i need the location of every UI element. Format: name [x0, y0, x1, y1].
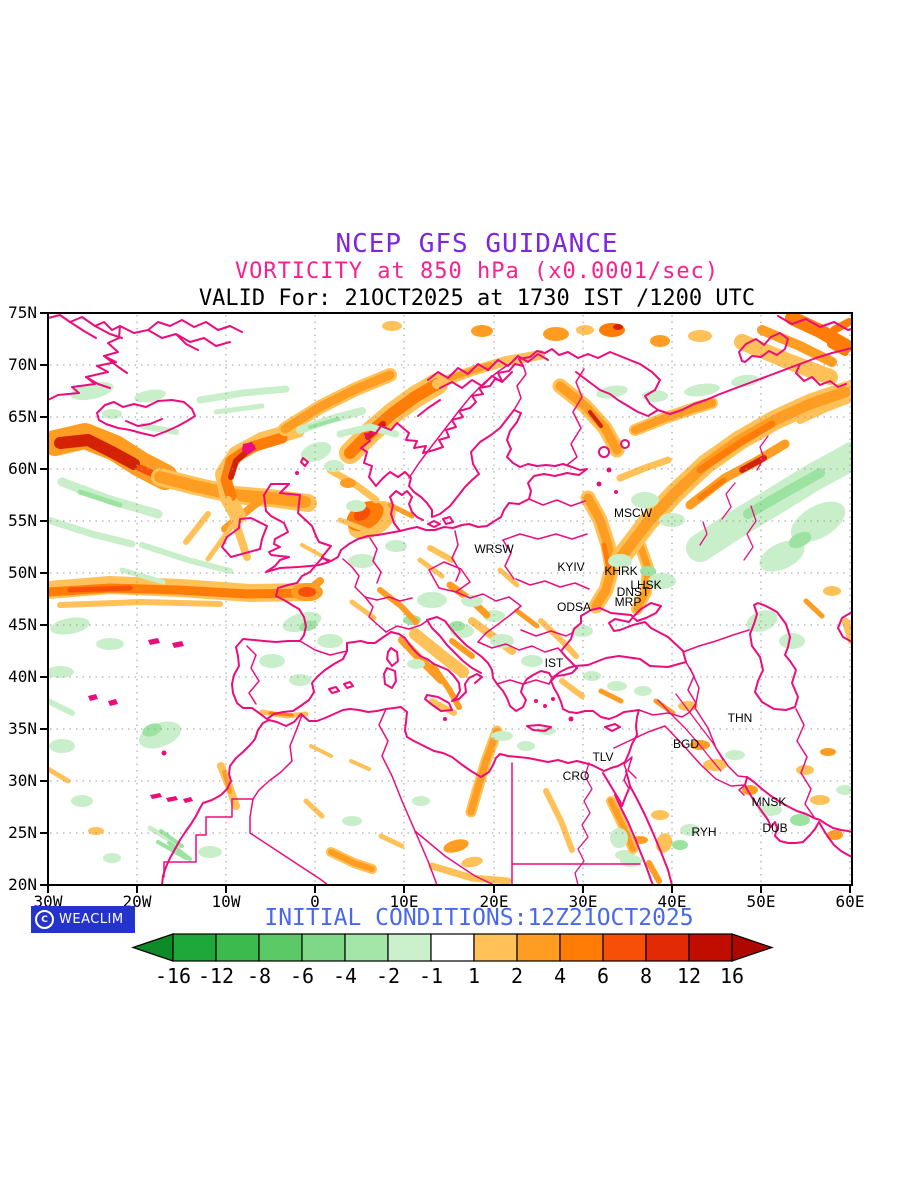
- lat-label-55N: 55N: [8, 511, 37, 530]
- copyright-icon: C: [35, 910, 54, 929]
- chart-subtitle: VORTICITY at 850 hPa (x0.0001/sec): [234, 259, 720, 284]
- lon-label-10W: 10W: [212, 892, 241, 911]
- colorbar-segment: [602, 933, 647, 962]
- lon-label-20E: 20E: [480, 892, 509, 911]
- lat-label-50N: 50N: [8, 563, 37, 582]
- colorbar-segment: [344, 933, 389, 962]
- city-label-IST: IST: [545, 656, 564, 670]
- colorbar-label: -12: [198, 964, 234, 988]
- colorbar-segment: [387, 933, 432, 962]
- colorbar-arrow-left: [131, 933, 174, 962]
- lat-label-20N: 20N: [8, 875, 37, 894]
- lon-label-0: 0: [310, 892, 320, 911]
- colorbar-segment: [430, 933, 475, 962]
- lat-label-40N: 40N: [8, 667, 37, 686]
- city-label-DNST: DNST: [617, 585, 650, 599]
- city-label-TLV: TLV: [592, 750, 613, 764]
- colorbar-label: -8: [247, 964, 271, 988]
- lon-label-40E: 40E: [658, 892, 687, 911]
- lon-label-10E: 10E: [390, 892, 419, 911]
- axis-ticks: [40, 312, 851, 893]
- colorbar-segment: [688, 933, 733, 962]
- lon-label-50E: 50E: [747, 892, 776, 911]
- lat-label-60N: 60N: [8, 459, 37, 478]
- lat-label-70N: 70N: [8, 355, 37, 374]
- colorbar-label: -1: [419, 964, 443, 988]
- city-label-MSCW: MSCW: [614, 506, 653, 520]
- colorbar-segment: [215, 933, 260, 962]
- colorbar-segment: [473, 933, 518, 962]
- colorbar-segment: [301, 933, 346, 962]
- city-label-WRSW: WRSW: [474, 542, 514, 556]
- lat-label-30N: 30N: [8, 771, 37, 790]
- valid-time-line: VALID For: 21OCT2025 at 1730 IST /1200 U…: [198, 286, 756, 311]
- lat-label-45N: 45N: [8, 615, 37, 634]
- coastline-layer: [48, 314, 852, 885]
- colorbar-label: 6: [597, 964, 609, 988]
- map-background: [48, 313, 852, 885]
- colorbar-label: -16: [155, 964, 191, 988]
- page-title: NCEP GFS GUIDANCE: [335, 229, 619, 259]
- plot-frame: [47, 312, 853, 886]
- lat-label-25N: 25N: [8, 823, 37, 842]
- city-label-BGD: BGD: [673, 737, 699, 751]
- city-label-RYH: RYH: [691, 825, 716, 839]
- colorbar-label: 2: [511, 964, 523, 988]
- colorbar-label: 1: [468, 964, 480, 988]
- lat-label-35N: 35N: [8, 719, 37, 738]
- colorbar-label: -6: [290, 964, 314, 988]
- city-label-MRP: MRP: [615, 595, 642, 609]
- city-label-ODSA: ODSA: [557, 600, 591, 614]
- city-label-CRO: CRO: [563, 769, 590, 783]
- lat-label-75N: 75N: [8, 303, 37, 322]
- city-label-LHSK: LHSK: [630, 578, 661, 592]
- colorbar: -16 -12 -8 -6 -4 -2 -1 1 2 4 6 8 12 16: [131, 933, 774, 988]
- colorbar-arrow-right: [731, 933, 774, 962]
- colorbar-label: -2: [376, 964, 400, 988]
- colorbar-segment: [645, 933, 690, 962]
- colorbar-label: 8: [640, 964, 652, 988]
- lat-label-65N: 65N: [8, 407, 37, 426]
- city-label-DUB: DUB: [762, 821, 787, 835]
- logo-text: WEACLIM: [59, 912, 124, 927]
- colorbar-label: 4: [554, 964, 566, 988]
- initial-conditions-line: INITIAL CONDITIONS:12Z21OCT2025: [264, 905, 694, 931]
- colorbar-segment: [516, 933, 561, 962]
- city-label-MNSK: MNSK: [752, 795, 787, 809]
- colorbar-segment: [172, 933, 217, 962]
- colorbar-label: -4: [333, 964, 357, 988]
- colorbar-segment: [258, 933, 303, 962]
- city-label-THN: THN: [728, 711, 753, 725]
- colorbar-label: 16: [720, 964, 744, 988]
- city-label-KHRK: KHRK: [604, 564, 637, 578]
- city-label-KYIV: KYIV: [557, 560, 584, 574]
- colorbar-label: 12: [677, 964, 701, 988]
- lon-label-30E: 30E: [569, 892, 598, 911]
- weaclim-logo: C WEACLIM: [31, 906, 135, 933]
- lon-label-60E: 60E: [836, 892, 865, 911]
- colorbar-segment: [559, 933, 604, 962]
